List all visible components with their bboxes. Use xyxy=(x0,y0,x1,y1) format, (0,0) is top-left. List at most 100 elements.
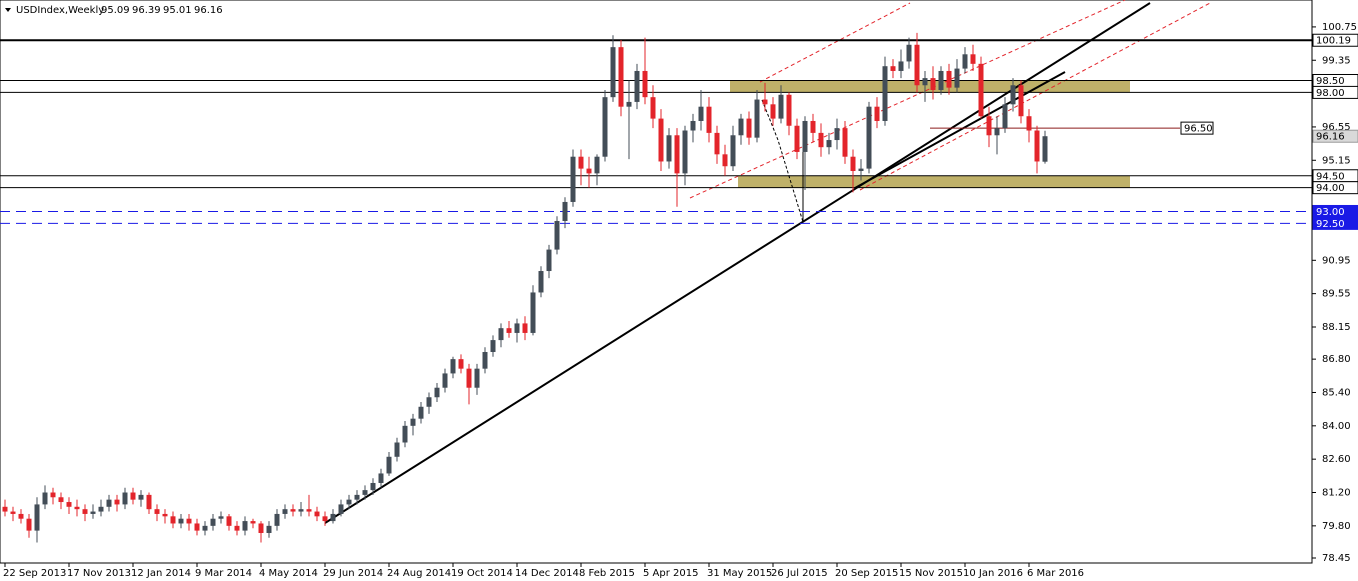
candle-body xyxy=(770,104,776,119)
level-label: 92.50 xyxy=(1316,219,1345,230)
candle-body xyxy=(338,504,344,514)
level-tag xyxy=(1312,33,1358,47)
level-tag xyxy=(1312,85,1358,99)
candle-body xyxy=(826,140,832,148)
candle-body xyxy=(282,509,288,514)
candle-body xyxy=(490,340,496,352)
x-tick-label: 4 May 2014 xyxy=(259,568,318,579)
candle-body xyxy=(882,66,888,121)
x-tick-label: 5 Apr 2015 xyxy=(643,568,698,579)
zone xyxy=(738,175,1130,188)
candle-body xyxy=(394,442,400,457)
candle-body xyxy=(650,97,656,119)
y-tick-label: 79.80 xyxy=(1322,521,1351,532)
header-arrow xyxy=(5,8,11,12)
candle-body xyxy=(898,61,904,71)
candle-body xyxy=(298,509,304,512)
level-label: 94.00 xyxy=(1316,183,1345,194)
level-label: 94.50 xyxy=(1316,171,1345,182)
candle-body xyxy=(354,494,360,500)
candle-body xyxy=(82,509,88,514)
candle-body xyxy=(970,54,976,64)
candle-body xyxy=(74,506,80,510)
candle-body xyxy=(218,516,224,519)
candle-body xyxy=(434,387,440,398)
channel-line xyxy=(859,2,1211,191)
level-tag xyxy=(1312,216,1358,230)
candle-body xyxy=(762,99,768,105)
x-tick-label: 26 Jul 2015 xyxy=(771,568,828,579)
y-tick-label: 100.75 xyxy=(1322,22,1357,33)
candle-body xyxy=(1002,104,1008,129)
candle-body xyxy=(602,97,608,157)
candle-body xyxy=(314,511,320,517)
candle-body xyxy=(570,156,576,202)
candle-body xyxy=(306,509,312,512)
candle-body xyxy=(178,518,184,524)
candle-body xyxy=(658,118,664,162)
y-tick-label: 78.45 xyxy=(1322,553,1351,564)
candle-body xyxy=(66,502,72,507)
candle-body xyxy=(330,513,336,522)
candle-body xyxy=(162,513,168,517)
candle-body xyxy=(322,516,328,522)
x-tick-label: 12 Jan 2014 xyxy=(131,568,191,579)
candle-body xyxy=(754,99,760,138)
candle-body xyxy=(554,221,560,250)
candle-body xyxy=(18,513,24,519)
candle-body xyxy=(994,128,1000,136)
y-tick-label: 84.00 xyxy=(1322,421,1351,432)
candle-body xyxy=(922,78,928,86)
candle-body xyxy=(930,78,936,91)
header: USDIndex,Weekly 95.09 96.39 95.01 96.16 xyxy=(5,5,223,16)
candle-body xyxy=(114,499,120,505)
candle-body xyxy=(154,509,160,514)
candle-body xyxy=(714,132,720,155)
candle-body xyxy=(546,249,552,272)
x-tick-label: 24 Aug 2014 xyxy=(387,568,451,579)
candle-body xyxy=(738,118,744,136)
candle-body xyxy=(722,154,728,167)
candle-body xyxy=(210,518,216,526)
y-tick-label: 82.60 xyxy=(1322,454,1351,465)
candle-body xyxy=(450,359,456,374)
candle-body xyxy=(618,47,624,107)
candle-body xyxy=(682,130,688,174)
candle-body xyxy=(938,70,944,91)
candle-body xyxy=(402,425,408,443)
candle-body xyxy=(914,44,920,86)
candle-body xyxy=(194,523,200,531)
price-tag xyxy=(1312,129,1358,143)
candle-body xyxy=(706,106,712,133)
candle-body xyxy=(474,368,480,388)
candle-body xyxy=(858,168,864,171)
level-label: 98.50 xyxy=(1316,76,1345,87)
candle-body xyxy=(42,492,48,505)
candle-body xyxy=(978,63,984,117)
candle-body xyxy=(730,135,736,167)
channel-line xyxy=(759,2,911,83)
candle-body xyxy=(418,406,424,419)
candle-body xyxy=(786,94,792,126)
symbol: USDIndex,Weekly xyxy=(16,5,104,16)
candle-body xyxy=(98,506,104,512)
y-tick-label: 99.35 xyxy=(1322,55,1351,66)
y-tick-label: 89.55 xyxy=(1322,289,1351,300)
candle-body xyxy=(10,511,16,514)
x-tick-label: 31 May 2015 xyxy=(707,568,772,579)
candle-body xyxy=(482,351,488,369)
candle-body xyxy=(290,509,296,512)
candle-body xyxy=(538,271,544,293)
candle-body xyxy=(626,101,632,107)
candle-body xyxy=(746,118,752,138)
candle-body xyxy=(794,125,800,152)
candle-body xyxy=(202,525,208,531)
candle-body xyxy=(642,70,648,98)
candle-body xyxy=(666,135,672,162)
candle-body xyxy=(778,94,784,119)
plot-frame xyxy=(0,0,1313,564)
y-tick-label: 96.55 xyxy=(1322,122,1351,133)
close-value: 96.16 xyxy=(194,5,223,16)
